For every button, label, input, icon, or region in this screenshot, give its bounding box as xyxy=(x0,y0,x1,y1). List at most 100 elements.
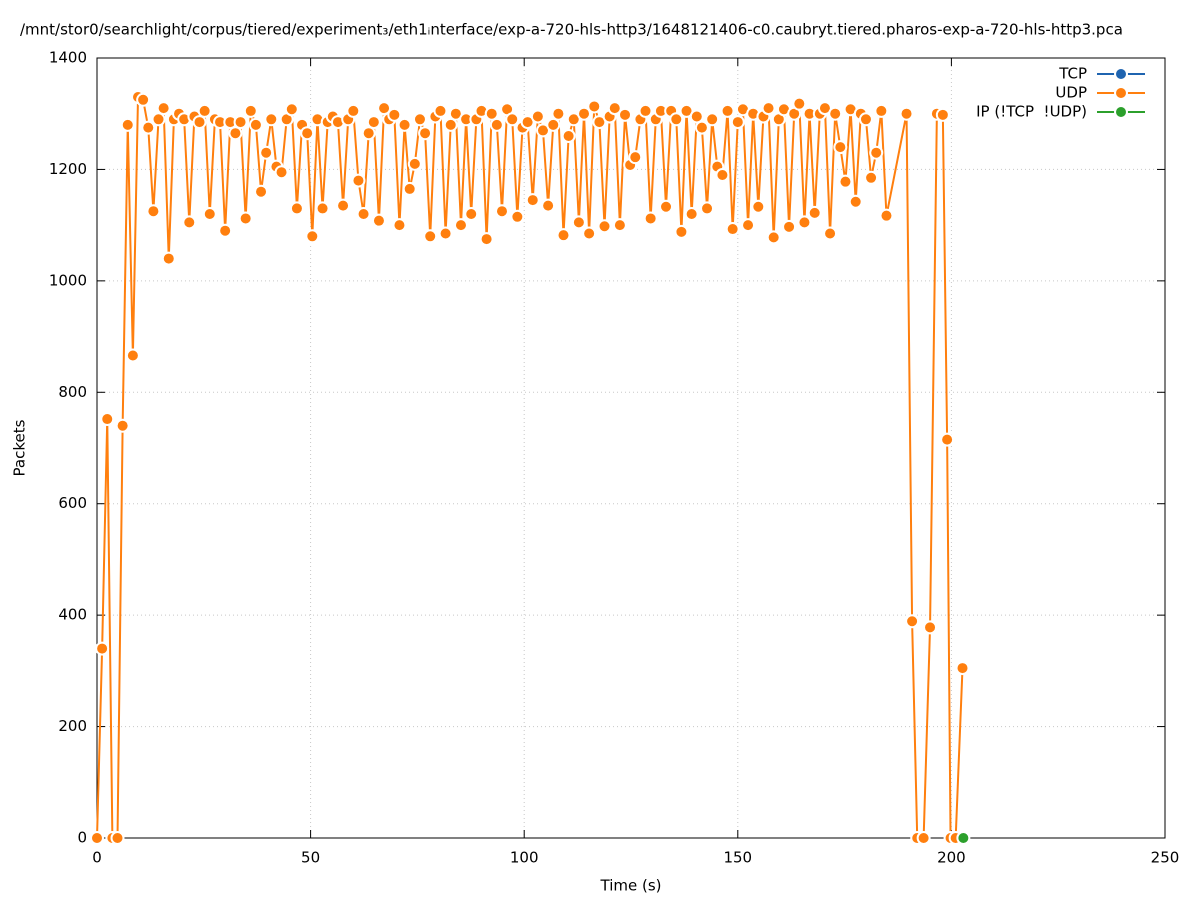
y-tick-label: 1000 xyxy=(49,271,87,289)
y-tick-label: 200 xyxy=(58,717,87,735)
plot-border xyxy=(96,57,1166,839)
data-point xyxy=(254,184,269,199)
data-point xyxy=(592,115,607,130)
data-point xyxy=(530,109,545,124)
data-point xyxy=(669,112,684,127)
data-point xyxy=(479,232,494,247)
legend-label: TCP xyxy=(1058,65,1087,83)
data-point xyxy=(125,348,140,363)
y-tick-label: 600 xyxy=(58,494,87,512)
data-point xyxy=(551,106,566,121)
data-point xyxy=(935,107,950,122)
data-point xyxy=(305,229,320,244)
data-point xyxy=(956,831,971,845)
data-point xyxy=(720,103,735,118)
data-point xyxy=(259,145,274,160)
data-point xyxy=(438,226,453,241)
y-tick-label: 400 xyxy=(58,606,87,624)
data-point xyxy=(218,223,233,238)
data-point xyxy=(705,112,720,127)
data-point xyxy=(582,226,597,241)
data-point xyxy=(100,412,115,427)
data-point xyxy=(392,218,407,233)
data-point xyxy=(161,251,176,266)
data-point xyxy=(520,115,535,130)
data-point xyxy=(95,641,110,656)
data-point xyxy=(407,156,422,171)
data-point xyxy=(182,215,197,230)
data-point xyxy=(940,432,955,447)
data-point xyxy=(628,150,643,165)
data-point xyxy=(833,140,848,155)
data-point xyxy=(402,181,417,196)
data-point xyxy=(156,101,171,116)
data-point xyxy=(151,112,166,127)
data-point xyxy=(192,115,207,130)
legend-label: UDP xyxy=(1055,84,1087,102)
data-point xyxy=(464,207,479,221)
data-point xyxy=(715,168,730,182)
data-point xyxy=(90,831,104,845)
data-point xyxy=(751,199,766,214)
data-point xyxy=(433,103,448,118)
data-point xyxy=(730,115,745,130)
data-point xyxy=(202,207,217,221)
data-point xyxy=(923,620,938,635)
data-point xyxy=(136,92,151,107)
data-point xyxy=(874,103,889,118)
data-point xyxy=(838,174,853,189)
data-point xyxy=(607,101,622,116)
data-point xyxy=(315,201,330,216)
data-point xyxy=(916,831,931,845)
data-point xyxy=(694,120,709,135)
data-point xyxy=(387,107,402,122)
data-point xyxy=(577,106,592,121)
data-point xyxy=(638,103,653,118)
data-point xyxy=(423,229,438,244)
data-point xyxy=(443,117,458,132)
y-tick-label: 0 xyxy=(77,829,87,847)
data-point xyxy=(955,661,970,676)
data-point xyxy=(700,201,715,216)
legend-marker xyxy=(1114,67,1128,81)
data-point xyxy=(817,101,832,116)
data-point xyxy=(546,117,561,132)
data-point xyxy=(643,211,658,226)
data-point xyxy=(233,115,248,130)
data-point xyxy=(448,106,463,121)
data-point xyxy=(505,112,520,127)
data-point xyxy=(146,204,161,219)
x-axis-label: Time (s) xyxy=(600,877,662,895)
data-point xyxy=(489,117,504,132)
data-point xyxy=(556,228,571,243)
data-point xyxy=(761,101,776,116)
data-point xyxy=(848,194,863,209)
data-point xyxy=(289,201,304,216)
data-point xyxy=(725,222,740,237)
data-point xyxy=(351,173,366,188)
x-tick-label: 200 xyxy=(937,849,966,867)
data-point xyxy=(905,614,920,629)
data-point xyxy=(618,107,633,122)
y-tick-label: 1200 xyxy=(49,160,87,178)
data-point xyxy=(484,106,499,121)
data-point xyxy=(264,112,279,127)
data-point xyxy=(659,199,674,214)
data-point xyxy=(782,219,797,234)
x-tick-label: 50 xyxy=(301,849,320,867)
data-point xyxy=(141,120,156,135)
data-point xyxy=(807,205,822,220)
x-tick-label: 100 xyxy=(510,849,539,867)
data-point xyxy=(864,170,879,185)
x-tick-label: 150 xyxy=(723,849,752,867)
data-point xyxy=(792,96,807,111)
data-point xyxy=(494,204,509,219)
x-tick-label: 0 xyxy=(92,849,102,867)
data-point xyxy=(525,193,540,208)
data-point xyxy=(823,226,838,241)
data-point xyxy=(284,102,299,117)
data-point xyxy=(797,215,812,230)
data-point xyxy=(110,831,125,845)
